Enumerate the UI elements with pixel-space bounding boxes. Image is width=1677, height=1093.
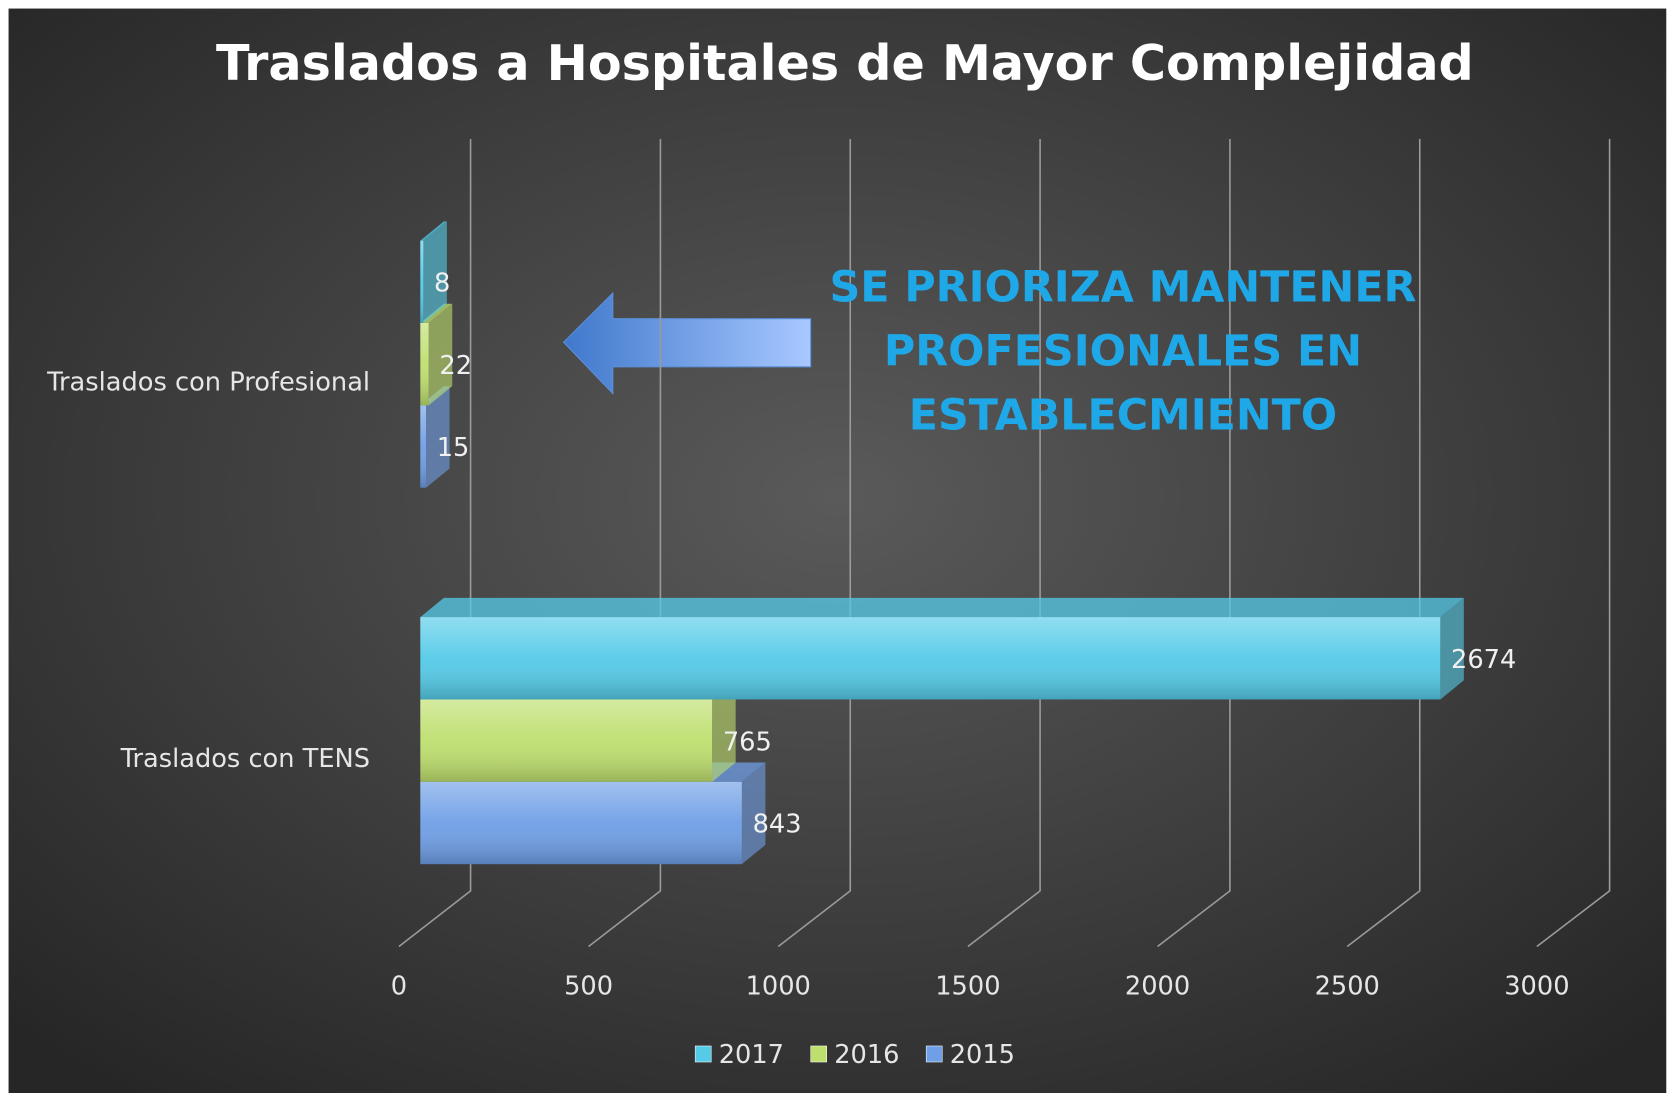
bar-shine <box>420 699 713 782</box>
bar <box>420 762 766 865</box>
legend-swatch <box>694 1045 712 1063</box>
grid-line <box>398 139 472 948</box>
bar <box>420 597 1464 700</box>
value-label: 765 <box>723 727 772 757</box>
value-label: 843 <box>753 810 802 840</box>
grid-line <box>967 139 1041 948</box>
y-tick-label: Traslados con TENS <box>120 744 370 774</box>
grid-line <box>588 139 662 948</box>
value-label: 2674 <box>1451 645 1516 675</box>
bar-side <box>741 762 766 865</box>
arrow <box>562 291 812 395</box>
grid-line <box>1157 139 1231 948</box>
bar-side <box>1440 597 1464 700</box>
annotation: PROFESIONALES EN <box>884 327 1362 377</box>
x-tick-label: 0 <box>391 972 407 1002</box>
plot: Traslados a Hospitales de Mayor Compleji… <box>8 8 1667 1093</box>
chart-title: Traslados a Hospitales de Mayor Compleji… <box>216 34 1474 92</box>
legend-swatch <box>810 1045 827 1063</box>
annotation: SE PRIORIZA MANTENER <box>829 262 1416 312</box>
bar-shine <box>420 322 429 406</box>
bar-top <box>420 221 447 241</box>
x-tick-label: 2500 <box>1315 972 1380 1002</box>
value-label: 8 <box>434 268 450 298</box>
x-tick-label: 1000 <box>746 972 811 1002</box>
legend-label: 2017 <box>719 1040 784 1070</box>
annotation: ESTABLECMIENTO <box>909 391 1337 441</box>
value-label: 22 <box>439 351 472 381</box>
legend-swatch <box>925 1045 943 1063</box>
bar-shine <box>420 617 1441 700</box>
bar-side <box>426 386 450 488</box>
bar-side <box>712 680 736 782</box>
legend-label: 2015 <box>950 1040 1015 1070</box>
bar <box>420 221 447 323</box>
legend-label: 2016 <box>834 1040 899 1070</box>
value-label: 15 <box>437 433 470 463</box>
background <box>8 8 1667 1093</box>
bar-top <box>420 597 1464 618</box>
y-tick-label: Traslados con Profesional <box>46 367 370 397</box>
x-tick-label: 1500 <box>935 972 1000 1002</box>
x-tick-label: 2000 <box>1125 972 1190 1002</box>
bar-shine <box>420 781 742 865</box>
x-tick-label: 500 <box>564 972 613 1002</box>
bar-side <box>428 303 453 406</box>
grid-line <box>777 139 852 948</box>
bar-shine <box>420 240 424 323</box>
bar-shine <box>420 405 427 488</box>
grid-line <box>1346 139 1421 948</box>
x-tick-label: 3000 <box>1504 972 1569 1002</box>
grid-line <box>1536 139 1611 948</box>
bar-side <box>423 221 447 323</box>
